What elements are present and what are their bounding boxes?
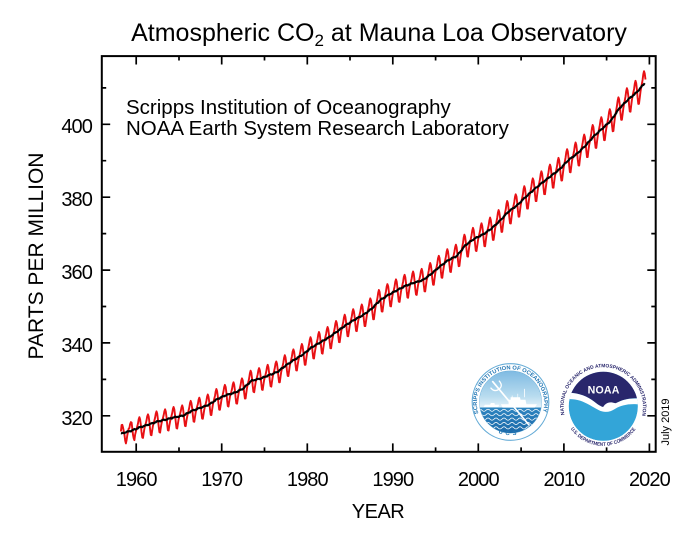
svg-text:NOAA: NOAA [588,385,620,397]
